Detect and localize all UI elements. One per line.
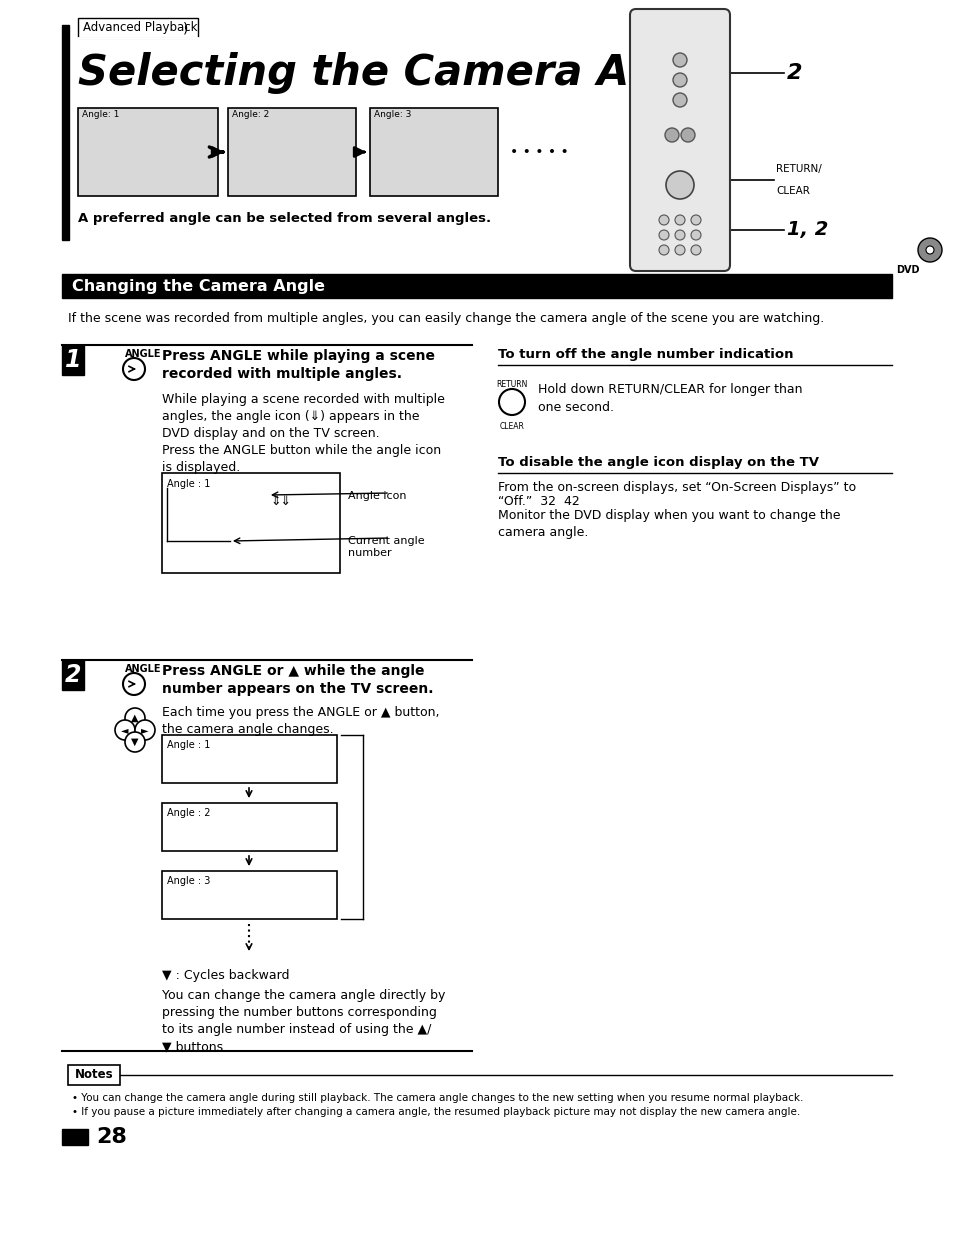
Text: You can change the camera angle directly by
pressing the number buttons correspo: You can change the camera angle directly… [162, 988, 445, 1053]
Text: DVD: DVD [896, 265, 919, 275]
Circle shape [675, 215, 684, 225]
Text: Advanced Playback: Advanced Playback [83, 21, 197, 34]
Text: A preferred angle can be selected from several angles.: A preferred angle can be selected from s… [78, 212, 491, 225]
Text: ▲: ▲ [132, 713, 138, 723]
Text: 28: 28 [96, 1127, 127, 1147]
Text: ▼: ▼ [132, 737, 138, 747]
Text: ANGLE: ANGLE [125, 664, 161, 674]
Bar [78, 18, 198, 38]
Text: Monitor the DVD display when you want to change the
camera angle.: Monitor the DVD display when you want to… [497, 509, 840, 539]
Text: ): ) [183, 21, 188, 35]
Bar [62, 659, 84, 690]
Text: RETURN/: RETURN/ [775, 165, 821, 175]
Text: While playing a scene recorded with multiple
angles, the angle icon (⇓) appears : While playing a scene recorded with mult… [162, 393, 444, 474]
Text: 2: 2 [786, 63, 801, 83]
Text: Angle icon: Angle icon [348, 491, 406, 501]
Bar [162, 474, 339, 573]
Circle shape [680, 128, 695, 142]
Text: Hold down RETURN/CLEAR for longer than
one second.: Hold down RETURN/CLEAR for longer than o… [537, 383, 801, 414]
Text: Angle: 3: Angle: 3 [374, 111, 411, 119]
Text: Changing the Camera Angle: Changing the Camera Angle [71, 279, 325, 294]
Text: • You can change the camera angle during still playback. The camera angle change: • You can change the camera angle during… [71, 1093, 802, 1103]
Text: ▼ : Cycles backward: ▼ : Cycles backward [162, 968, 289, 982]
Bar [68, 1065, 120, 1085]
Circle shape [659, 245, 668, 255]
Circle shape [659, 230, 668, 240]
Bar [62, 1129, 88, 1145]
Text: Selecting the Camera Angle: Selecting the Camera Angle [78, 51, 730, 94]
Bar [162, 803, 336, 852]
Circle shape [925, 246, 933, 254]
Text: CLEAR: CLEAR [775, 186, 809, 196]
Text: 1: 1 [65, 348, 81, 372]
Text: Angle : 2: Angle : 2 [167, 808, 211, 818]
Bar [78, 108, 218, 196]
Text: Angle: 1: Angle: 1 [82, 111, 119, 119]
Circle shape [665, 171, 693, 198]
Circle shape [690, 245, 700, 255]
Circle shape [498, 389, 524, 414]
Text: Angle : 3: Angle : 3 [167, 875, 211, 885]
Bar [162, 870, 336, 919]
Text: 2: 2 [65, 663, 81, 687]
Text: ⇓⇓: ⇓⇓ [270, 495, 291, 507]
Circle shape [917, 237, 941, 263]
Bar [62, 25, 69, 240]
Circle shape [675, 230, 684, 240]
Text: Notes: Notes [74, 1069, 113, 1081]
Circle shape [690, 230, 700, 240]
Text: From the on-screen displays, set “On-Screen Displays” to: From the on-screen displays, set “On-Scr… [497, 481, 855, 494]
Bar [370, 108, 497, 196]
Bar [162, 735, 336, 782]
Text: ◄: ◄ [121, 725, 129, 735]
Text: CLEAR: CLEAR [499, 422, 524, 431]
Circle shape [125, 708, 145, 728]
Bar [228, 108, 355, 196]
Bar [62, 274, 891, 298]
Text: Current angle
number: Current angle number [348, 536, 424, 558]
Circle shape [675, 245, 684, 255]
Text: RETURN: RETURN [496, 381, 527, 389]
Circle shape [672, 73, 686, 87]
Text: Press ANGLE or ▲ while the angle
number appears on the TV screen.: Press ANGLE or ▲ while the angle number … [162, 664, 433, 696]
Text: ANGLE: ANGLE [125, 349, 161, 359]
Circle shape [125, 732, 145, 752]
Text: “Off.”  32  42: “Off.” 32 42 [497, 495, 579, 507]
Text: • • • • •: • • • • • [510, 144, 568, 160]
Text: Press ANGLE while playing a scene
recorded with multiple angles.: Press ANGLE while playing a scene record… [162, 349, 435, 382]
Text: If the scene was recorded from multiple angles, you can easily change the camera: If the scene was recorded from multiple … [68, 311, 823, 325]
Text: Angle: 2: Angle: 2 [232, 111, 269, 119]
Circle shape [659, 215, 668, 225]
Circle shape [123, 673, 145, 695]
Circle shape [664, 128, 679, 142]
Text: ►: ► [141, 725, 149, 735]
Text: Angle : 1: Angle : 1 [167, 479, 211, 489]
Circle shape [672, 53, 686, 67]
Text: To disable the angle icon display on the TV: To disable the angle icon display on the… [497, 456, 818, 468]
Text: Angle : 1: Angle : 1 [167, 740, 211, 750]
FancyBboxPatch shape [629, 9, 729, 271]
Text: 1, 2: 1, 2 [786, 221, 827, 240]
Circle shape [135, 720, 154, 740]
Circle shape [115, 720, 135, 740]
Circle shape [672, 93, 686, 107]
Circle shape [690, 215, 700, 225]
Bar [62, 345, 84, 376]
Circle shape [123, 358, 145, 381]
Text: • If you pause a picture immediately after changing a camera angle, the resumed : • If you pause a picture immediately aft… [71, 1107, 800, 1117]
Text: To turn off the angle number indication: To turn off the angle number indication [497, 348, 793, 360]
Text: Each time you press the ANGLE or ▲ button,
the camera angle changes.: Each time you press the ANGLE or ▲ butto… [162, 706, 439, 736]
